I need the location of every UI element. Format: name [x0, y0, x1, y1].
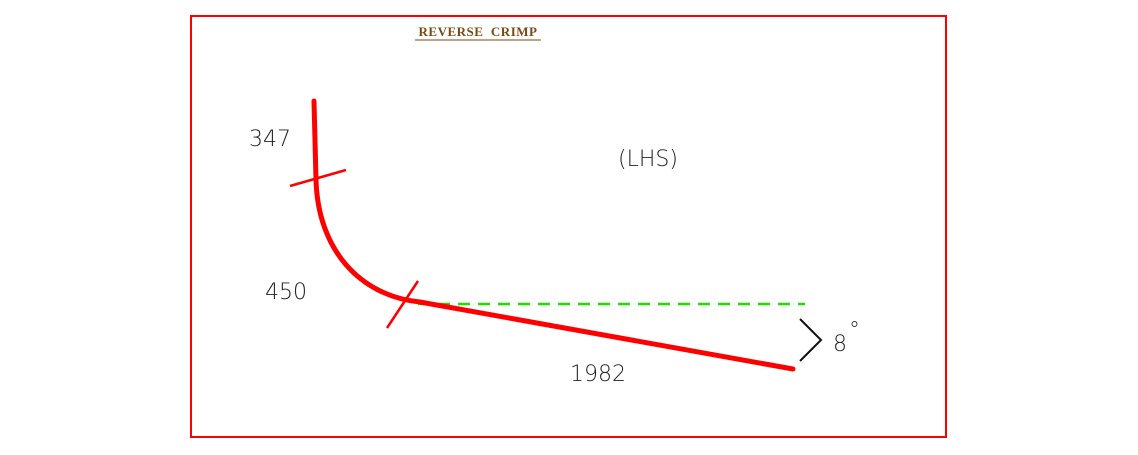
- diagram-title: REVERSE CRIMP: [419, 24, 538, 39]
- crimp-profile-line: [311, 98, 796, 372]
- angle-bracket: [799, 318, 823, 362]
- dimension-label-top: 347: [249, 127, 291, 152]
- side-label: (LHS): [618, 147, 678, 172]
- segment-tick-upper: [289, 168, 347, 188]
- diagram-frame: [190, 15, 947, 438]
- angle-value: 8: [833, 332, 847, 357]
- angle-unit: °: [849, 318, 860, 343]
- dimension-label-bend: 450: [265, 280, 307, 305]
- segment-tick-lower: [385, 280, 420, 329]
- dimension-label-bottom: 1982: [570, 362, 626, 387]
